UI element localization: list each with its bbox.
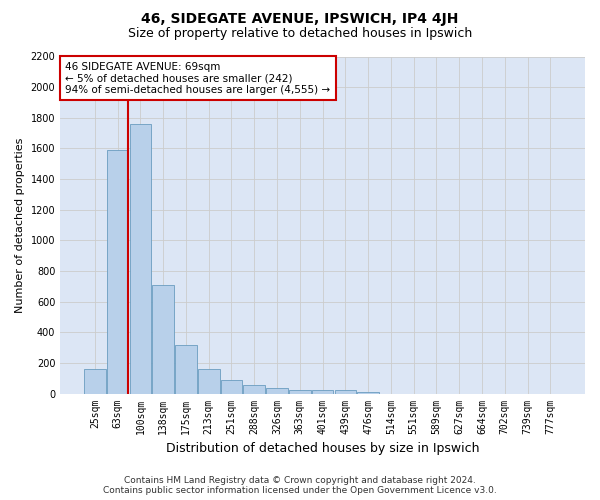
Bar bbox=[221, 380, 242, 394]
Text: Size of property relative to detached houses in Ipswich: Size of property relative to detached ho… bbox=[128, 28, 472, 40]
Bar bbox=[175, 344, 197, 394]
Bar bbox=[335, 390, 356, 394]
Text: 46 SIDEGATE AVENUE: 69sqm
← 5% of detached houses are smaller (242)
94% of semi-: 46 SIDEGATE AVENUE: 69sqm ← 5% of detach… bbox=[65, 62, 331, 95]
Bar bbox=[244, 385, 265, 394]
Bar bbox=[152, 285, 174, 394]
Bar bbox=[266, 388, 288, 394]
Y-axis label: Number of detached properties: Number of detached properties bbox=[15, 138, 25, 312]
Bar bbox=[107, 150, 128, 394]
X-axis label: Distribution of detached houses by size in Ipswich: Distribution of detached houses by size … bbox=[166, 442, 479, 455]
Bar bbox=[130, 124, 151, 394]
Bar bbox=[84, 369, 106, 394]
Bar bbox=[289, 390, 311, 394]
Bar bbox=[312, 390, 334, 394]
Bar bbox=[358, 392, 379, 394]
Text: Contains HM Land Registry data © Crown copyright and database right 2024.
Contai: Contains HM Land Registry data © Crown c… bbox=[103, 476, 497, 495]
Text: 46, SIDEGATE AVENUE, IPSWICH, IP4 4JH: 46, SIDEGATE AVENUE, IPSWICH, IP4 4JH bbox=[142, 12, 458, 26]
Bar bbox=[198, 369, 220, 394]
